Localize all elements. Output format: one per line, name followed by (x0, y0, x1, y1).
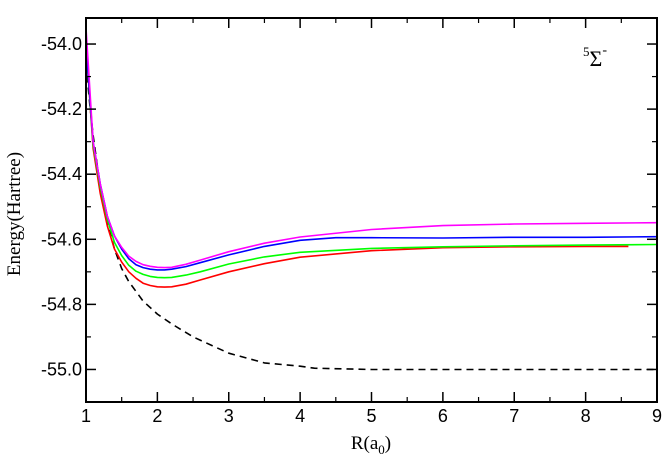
x-tick-label: 5 (366, 406, 376, 426)
series-line-magenta (86, 27, 657, 269)
x-axis-title-close: ) (385, 433, 391, 454)
y-tick-label: -54.0 (41, 34, 82, 54)
series-line-red (86, 43, 629, 288)
series-line-green (86, 43, 657, 279)
x-axis-title-subscript: 0 (378, 442, 385, 457)
y-tick-label: -54.4 (41, 164, 82, 184)
x-tick-label: 3 (224, 406, 234, 426)
x-tick-label: 4 (295, 406, 305, 426)
x-tick-label: 9 (652, 406, 662, 426)
state-annotation-sign: - (602, 43, 607, 58)
series-line-dashed (86, 63, 657, 371)
x-tick-label: 6 (438, 406, 448, 426)
x-tick-label: 2 (152, 406, 162, 426)
y-tick-label: -54.2 (41, 99, 82, 119)
y-tick-label: -54.6 (41, 229, 82, 249)
state-annotation-symbol: Σ (590, 46, 603, 71)
y-tick-label: -55.0 (41, 359, 82, 379)
y-axis-ticks: -54.0 -54.2 -54.4 -54.6 -54.8 -55.0 (41, 34, 657, 403)
x-tick-label: 1 (81, 406, 91, 426)
series-layer (86, 27, 657, 371)
x-tick-label: 8 (581, 406, 591, 426)
x-axis-title: R(a0) (351, 433, 391, 457)
x-tick-label: 7 (509, 406, 519, 426)
plot-frame (85, 17, 658, 403)
state-annotation-superscript: 5 (583, 44, 590, 59)
x-axis-ticks: 1 2 3 4 5 6 7 8 9 (81, 18, 662, 426)
state-annotation: 5Σ- (583, 43, 607, 71)
series-line-blue (86, 43, 657, 271)
y-tick-label: -54.8 (41, 294, 82, 314)
y-axis-title: Energy(Hartree) (4, 152, 25, 276)
x-axis-title-main: R(a (351, 433, 379, 454)
